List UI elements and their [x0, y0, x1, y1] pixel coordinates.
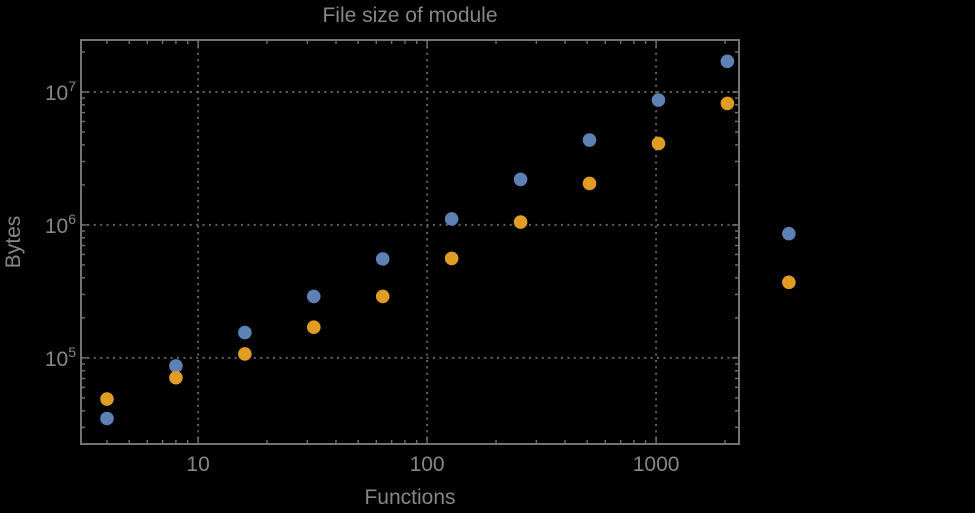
data-point-series-1-blue — [169, 359, 183, 373]
data-point-series-2-orange — [720, 96, 735, 111]
data-point-series-2-orange — [169, 370, 183, 385]
data-point-series-2-orange — [582, 176, 597, 191]
chart-title: File size of module — [322, 4, 498, 27]
data-point-series-1-blue — [651, 93, 666, 107]
data-point-series-1-blue — [582, 133, 597, 147]
data-point-series-1-blue — [375, 252, 390, 266]
y-tick-label: 107 — [45, 78, 76, 105]
data-point-series-2-orange — [513, 215, 528, 229]
data-point-series-2-orange — [100, 392, 114, 406]
x-tick-label: 1000 — [633, 453, 680, 476]
data-point-series-2-orange — [238, 347, 252, 361]
data-point-series-1-blue — [782, 226, 796, 241]
data-point-series-1-blue — [306, 289, 321, 304]
x-axis-label: Functions — [364, 486, 456, 509]
x-tick-label: 100 — [410, 453, 445, 476]
data-point-series-1-blue — [238, 325, 252, 340]
data-point-series-1-blue — [720, 54, 735, 69]
data-point-series-2-orange — [375, 289, 390, 304]
x-tick-label: 10 — [186, 453, 209, 476]
plot-frame — [80, 39, 740, 445]
data-point-series-2-orange — [651, 136, 666, 151]
data-point-series-1-blue — [513, 172, 528, 187]
data-point-series-2-orange — [782, 275, 796, 290]
data-point-series-2-orange — [306, 320, 321, 335]
data-point-series-2-orange — [444, 251, 459, 266]
y-tick-label: 105 — [45, 344, 76, 371]
data-point-series-1-blue — [444, 212, 459, 226]
y-tick-label: 106 — [45, 211, 76, 238]
data-point-series-1-blue — [100, 411, 114, 426]
